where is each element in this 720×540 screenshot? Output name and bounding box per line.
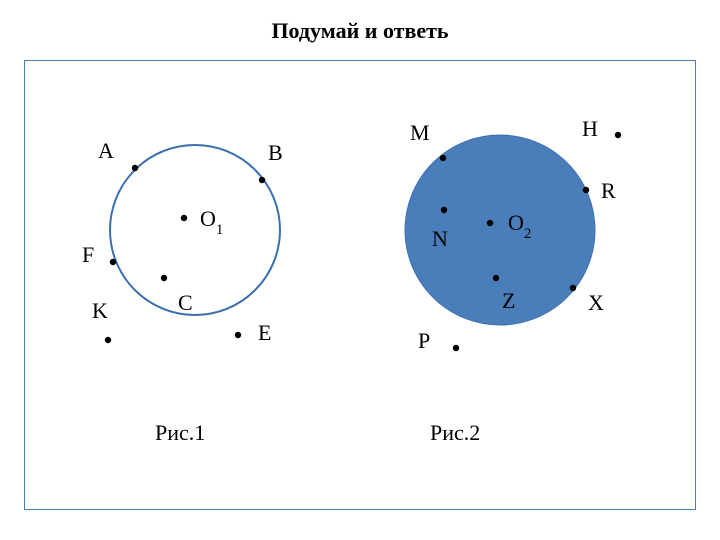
point-label: Z	[502, 288, 515, 313]
point-label: О1	[200, 206, 223, 238]
point-label: E	[258, 320, 271, 345]
point-dot	[235, 332, 241, 338]
point-dot	[132, 165, 138, 171]
point-label: B	[268, 140, 283, 165]
point-label: X	[588, 290, 604, 315]
point-dot	[259, 177, 265, 183]
point-dot	[453, 345, 459, 351]
point-label: N	[432, 226, 448, 251]
point-label: F	[82, 242, 94, 267]
point-dot	[105, 337, 111, 343]
caption-fig1: Рис.1	[155, 420, 205, 445]
point-dot	[493, 275, 499, 281]
point-label: K	[92, 298, 108, 323]
point-dot	[440, 155, 446, 161]
point-label: A	[98, 138, 114, 163]
point-dot	[615, 132, 621, 138]
point-dot	[583, 187, 589, 193]
point-dot	[161, 275, 167, 281]
point-label: C	[178, 290, 193, 315]
point-dot	[487, 220, 493, 226]
point-label: M	[410, 120, 430, 145]
point-label: R	[601, 178, 616, 203]
diagram-svg: ABО1FCKEMHRNО2ZXPРис.1Рис.2	[0, 0, 720, 540]
point-dot	[570, 285, 576, 291]
caption-fig2: Рис.2	[430, 420, 480, 445]
point-dot	[110, 259, 116, 265]
point-dot	[181, 215, 187, 221]
diagram-stage: Подумай и ответь ABО1FCKEMHRNО2ZXPРис.1Р…	[0, 0, 720, 540]
point-dot	[441, 207, 447, 213]
point-label: P	[418, 328, 430, 353]
point-label: H	[582, 116, 598, 141]
